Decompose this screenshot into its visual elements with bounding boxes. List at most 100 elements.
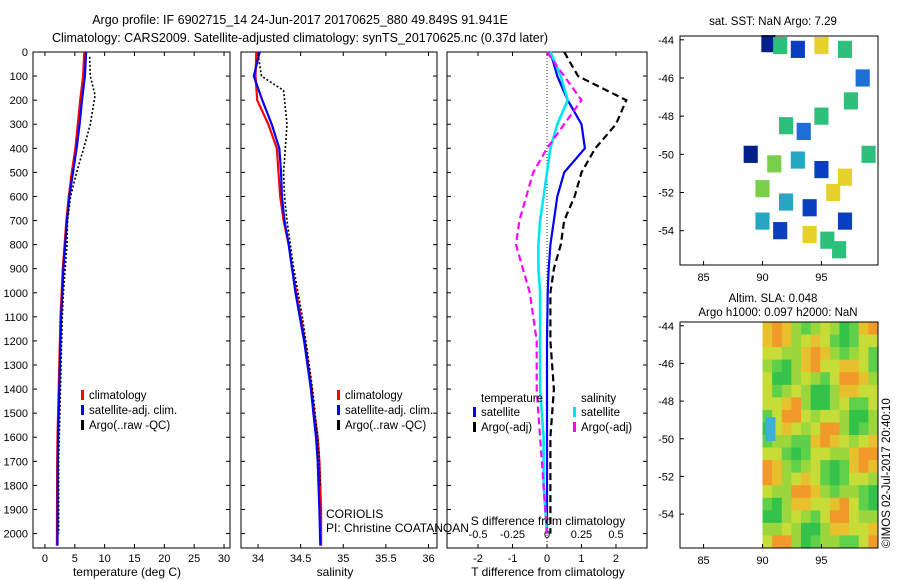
sla-cell	[868, 497, 879, 511]
sla-cell	[868, 472, 879, 486]
legend-swatch	[337, 390, 340, 400]
map-ytick-label: -52	[658, 187, 674, 199]
legend-label: Argo(..raw -QC)	[89, 420, 170, 432]
sla-cell	[820, 384, 831, 398]
sla-cell	[858, 447, 869, 461]
sla-cell	[810, 435, 821, 449]
sst-cell	[814, 36, 829, 55]
sla-cell	[839, 334, 850, 348]
series-line-4	[514, 51, 583, 534]
sla-cell	[810, 522, 821, 536]
sla-cell	[839, 472, 850, 486]
sla-cell	[781, 347, 792, 361]
depth-tick-label: 1900	[4, 504, 28, 516]
map-xtick-label: 85	[697, 555, 709, 567]
sla-cell	[801, 522, 812, 536]
sla-cell	[791, 409, 802, 423]
sla-cell	[829, 460, 840, 474]
sla-cell	[868, 334, 879, 348]
legend-label: satellite	[481, 407, 520, 419]
sla-cell	[839, 422, 850, 436]
legend-swatch	[81, 390, 84, 400]
sst-cell	[837, 40, 853, 58]
sst-cell	[861, 145, 876, 163]
panel-frame	[32, 51, 231, 549]
x-tick-label: 20	[158, 553, 170, 565]
sla-cell	[762, 409, 773, 423]
sla-cell	[801, 485, 812, 499]
sst-cell	[796, 122, 811, 141]
sla-cell	[868, 460, 879, 474]
depth-tick-label: 1800	[4, 480, 28, 492]
sst-cell	[820, 231, 835, 249]
sla-cell	[810, 359, 821, 373]
sla-cell	[810, 422, 821, 436]
sla-cell	[858, 522, 869, 536]
map-ytick-label: -50	[658, 434, 674, 446]
sla-cell	[801, 409, 812, 423]
sla-cell	[829, 359, 840, 373]
sla-cell	[810, 485, 821, 499]
sla-cell	[868, 409, 879, 423]
map-frame	[679, 321, 879, 549]
sla-cell	[839, 485, 850, 499]
sla-cell	[801, 384, 812, 398]
sla-cell	[781, 322, 792, 336]
legend-header-temperature: temperature	[481, 393, 543, 405]
sla-cell	[820, 422, 831, 436]
sla-cell	[801, 359, 812, 373]
sla-cell	[801, 322, 812, 336]
legend-label: satellite-adj. clim.	[345, 405, 433, 417]
sla-cell	[781, 409, 792, 423]
map-ytick-label: -46	[658, 358, 674, 370]
sla-cell	[781, 472, 792, 486]
sst-cell	[773, 222, 788, 240]
sla-cell	[801, 372, 812, 386]
sla-cell	[858, 422, 869, 436]
depth-tick-label: 700	[10, 216, 28, 228]
sla-cell	[762, 435, 773, 449]
coriolis-note: CORIOLIS	[326, 507, 383, 521]
sla-cell	[781, 460, 792, 474]
depth-tick-label: 1300	[4, 360, 28, 372]
depth-tick-label: 1000	[4, 288, 28, 300]
depth-tick-label: 1500	[4, 408, 28, 420]
sla-cell	[791, 384, 802, 398]
s-tick-label: 0.5	[608, 529, 623, 541]
legend-swatch	[337, 405, 340, 415]
legend-swatch	[573, 422, 576, 432]
map-xtick-label: 90	[756, 272, 768, 284]
sla-cell	[762, 347, 773, 361]
series-line-2	[56, 51, 88, 546]
sla-cell	[801, 334, 812, 348]
sla-cell	[801, 422, 812, 436]
sla-cell	[801, 497, 812, 511]
sla-cell	[810, 460, 821, 474]
sla-cell	[858, 510, 869, 524]
sla-cell	[829, 347, 840, 361]
sla-cell	[801, 510, 812, 524]
sla-cell	[762, 522, 773, 536]
sla-cell	[810, 510, 821, 524]
sla-cell	[858, 347, 869, 361]
sla-cell	[849, 347, 860, 361]
sla-cell	[791, 435, 802, 449]
sla-cell	[762, 384, 773, 398]
sla-cell	[791, 422, 802, 436]
sla-cell	[849, 422, 860, 436]
sla-cell	[820, 435, 831, 449]
sla-cell	[868, 397, 879, 411]
sla-cell	[849, 510, 860, 524]
map-ytick-label: -48	[658, 396, 674, 408]
sla-cell	[762, 334, 773, 348]
s-tick-label: 0.25	[571, 529, 592, 541]
sla-cell	[810, 535, 821, 549]
panel-frame	[240, 51, 438, 549]
sla-cell	[762, 372, 773, 386]
sla-cell	[829, 447, 840, 461]
s-tick-label: -0.25	[500, 529, 525, 541]
sla-cell	[858, 485, 869, 499]
x-tick-label: 0	[42, 553, 48, 565]
map-ytick-label: -44	[658, 35, 674, 47]
depth-tick-label: 500	[10, 167, 28, 179]
